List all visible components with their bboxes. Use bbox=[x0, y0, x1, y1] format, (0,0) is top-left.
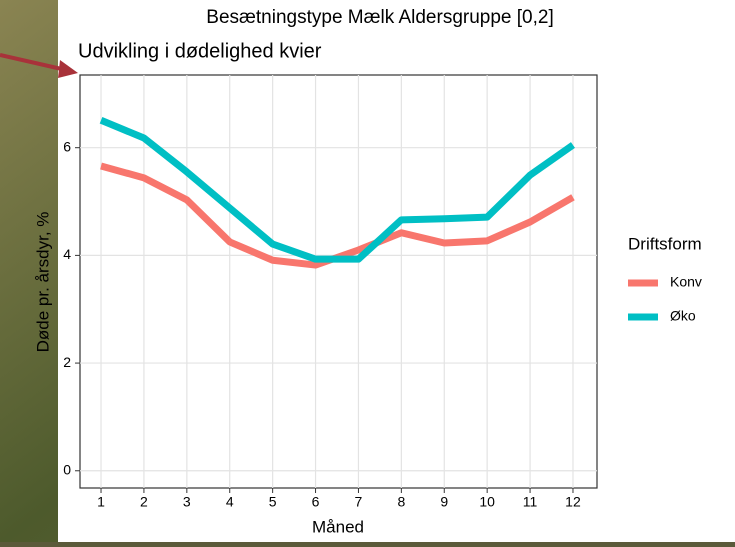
x-tick-label: 3 bbox=[183, 494, 191, 510]
legend-title: Driftsform bbox=[628, 234, 702, 253]
y-axis-label: Døde pr. årsdyr, % bbox=[33, 212, 52, 353]
x-tick-label: 2 bbox=[140, 494, 148, 510]
plot-area bbox=[79, 74, 598, 489]
pointer-arrow bbox=[0, 53, 78, 78]
series-line bbox=[99, 116, 575, 263]
x-tick-label: 11 bbox=[523, 494, 538, 510]
x-tick-label: 9 bbox=[440, 494, 448, 510]
x-tick-label: 4 bbox=[226, 494, 234, 510]
x-tick-label: 7 bbox=[355, 494, 363, 510]
x-tick-label: 5 bbox=[269, 494, 277, 510]
x-tick-label: 1 bbox=[97, 494, 105, 510]
x-axis-label: Måned bbox=[312, 517, 364, 536]
x-tick-label: 8 bbox=[397, 494, 405, 510]
header: Besætningstype Mælk Aldersgruppe [0,2] bbox=[206, 7, 553, 28]
legend-label: Konv bbox=[670, 274, 702, 290]
y-tick-label: 2 bbox=[63, 354, 71, 370]
legend-label: Øko bbox=[670, 308, 696, 324]
chart-title: Udvikling i dødelighed kvier bbox=[78, 40, 322, 62]
y-tick-label: 0 bbox=[63, 461, 71, 477]
y-tick-label: 4 bbox=[63, 246, 71, 262]
x-tick-label: 6 bbox=[312, 494, 320, 510]
y-tick-label: 6 bbox=[63, 138, 71, 154]
x-tick-label: 12 bbox=[565, 494, 581, 510]
x-tick-label: 10 bbox=[479, 494, 495, 510]
